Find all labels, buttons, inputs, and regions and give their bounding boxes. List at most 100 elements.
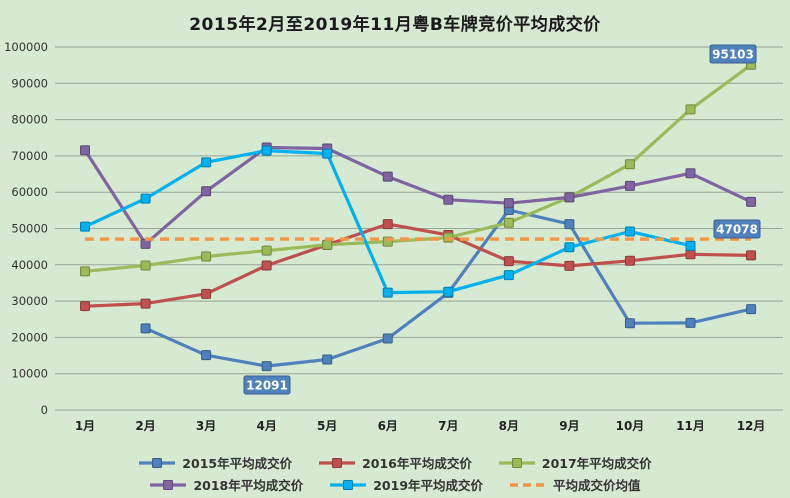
data-point-2018年平均成交价-1月	[80, 145, 90, 156]
data-point-2016年平均成交价-12月	[746, 250, 757, 261]
data-label-box-95103	[709, 44, 757, 64]
legend-label: 平均成交价均值	[553, 478, 641, 493]
data-point-2015年平均成交价-12月	[746, 304, 757, 315]
x-axis-month-label: 9月	[559, 419, 579, 433]
x-axis-month-label: 4月	[256, 419, 276, 433]
data-point-2016年平均成交价-6月	[382, 219, 393, 230]
chart-title: 2015年2月至2019年11月粤B车牌竞价平均成交价	[189, 15, 601, 35]
legend-item-2015年平均成交价: 2015年平均成交价	[138, 453, 292, 472]
data-point-2017年平均成交价-8月	[503, 217, 514, 228]
legend-item-平均成交价均值: 平均成交价均值	[509, 475, 641, 494]
data-point-2015年平均成交价-3月	[201, 350, 212, 361]
legend-label: 2018年平均成交价	[193, 478, 304, 493]
y-axis-tick-label: 40000	[11, 258, 48, 272]
data-point-2018年平均成交价-8月	[503, 198, 514, 209]
data-label-box-47078	[713, 219, 761, 239]
legend-marker-icon	[510, 482, 547, 487]
data-point-2015年平均成交价-9月	[564, 219, 575, 230]
series-line-2016年平均成交价	[83, 222, 753, 308]
series-line-2018年平均成交价	[83, 145, 753, 246]
x-axis-month-label: 7月	[438, 419, 458, 433]
data-point-2019年平均成交价-3月	[201, 157, 212, 168]
legend-label: 2016年平均成交价	[362, 456, 472, 471]
legend-row-2: 2018年平均成交价 2019年平均成交价 平均成交价均值	[149, 475, 641, 494]
data-point-2018年平均成交价-9月	[564, 192, 575, 203]
data-point-2016年平均成交价-1月	[80, 301, 90, 312]
y-axis-tick-label: 0	[41, 403, 48, 417]
data-point-2017年平均成交价-11月	[685, 104, 696, 115]
data-point-2018年平均成交价-6月	[382, 171, 393, 182]
data-point-2015年平均成交价-5月	[322, 354, 333, 365]
data-point-2017年平均成交价-4月	[261, 245, 272, 256]
data-point-2019年平均成交价-9月	[564, 242, 575, 253]
data-point-2017年平均成交价-5月	[322, 239, 333, 250]
y-axis-tick-label: 50000	[11, 222, 48, 236]
data-point-2016年平均成交价-11月	[685, 249, 696, 260]
data-point-2019年平均成交价-10月	[624, 226, 635, 237]
legend-label: 2015年平均成交价	[182, 456, 293, 471]
legend-item-2016年平均成交价: 2016年平均成交价	[318, 453, 472, 472]
data-point-2019年平均成交价-8月	[503, 270, 514, 281]
data-point-2018年平均成交价-7月	[443, 194, 454, 205]
legend-item-2019年平均成交价: 2019年平均成交价	[329, 475, 483, 494]
data-label-box-12091	[243, 375, 291, 395]
y-axis-tick-label: 80000	[11, 113, 48, 127]
legend-label: 2017年平均成交价	[541, 456, 652, 471]
legend-square	[332, 457, 343, 468]
data-point-2015年平均成交价-6月	[382, 333, 393, 344]
legend-item-2018年平均成交价: 2018年平均成交价	[149, 475, 303, 494]
data-point-2018年平均成交价-12月	[746, 196, 757, 207]
y-axis-tick-label: 20000	[11, 330, 48, 344]
y-axis-tick-label: 30000	[11, 294, 48, 308]
x-axis-month-label: 10月	[616, 419, 645, 433]
data-point-2018年平均成交价-11月	[685, 168, 696, 179]
legend-marker-icon	[150, 479, 187, 490]
data-point-2019年平均成交价-7月	[443, 286, 454, 297]
x-axis-month-label: 11月	[676, 419, 705, 433]
data-label-text-12091: 12091	[246, 379, 288, 393]
data-point-2018年平均成交价-10月	[624, 180, 635, 191]
data-point-2016年平均成交价-4月	[261, 260, 272, 271]
data-point-2016年平均成交价-9月	[564, 260, 575, 271]
data-point-2019年平均成交价-6月	[382, 287, 393, 298]
data-point-2018年平均成交价-3月	[201, 186, 212, 197]
legend-marker-icon	[139, 457, 176, 468]
data-point-2019年平均成交价-5月	[322, 148, 333, 159]
data-point-2016年平均成交价-3月	[201, 288, 212, 299]
data-point-2015年平均成交价-11月	[685, 317, 696, 328]
legend-marker-icon	[319, 457, 356, 468]
legend-marker-icon	[498, 457, 535, 468]
y-axis-tick-label: 70000	[11, 149, 48, 163]
data-point-2015年平均成交价-10月	[624, 318, 635, 329]
x-axis-month-label: 8月	[499, 419, 519, 433]
data-label-text-95103: 95103	[712, 48, 754, 62]
data-point-2019年平均成交价-2月	[140, 193, 151, 204]
data-label-text-47078: 47078	[716, 223, 758, 237]
legend-square	[152, 457, 163, 468]
data-point-2019年平均成交价-1月	[80, 221, 90, 232]
x-axis-month-label: 1月	[75, 419, 95, 433]
y-axis-tick-label: 10000	[11, 367, 48, 381]
legend-square	[511, 457, 522, 468]
data-point-2017年平均成交价-10月	[624, 159, 635, 170]
x-axis-month-label: 6月	[378, 419, 398, 433]
legend-item-2017年平均成交价: 2017年平均成交价	[498, 453, 652, 472]
data-point-2017年平均成交价-2月	[140, 260, 151, 271]
data-point-2016年平均成交价-8月	[503, 256, 514, 267]
y-axis-tick-label: 90000	[11, 76, 48, 90]
x-axis-month-label: 12月	[737, 419, 766, 433]
data-point-2019年平均成交价-11月	[685, 240, 696, 251]
data-point-2017年平均成交价-1月	[80, 266, 90, 277]
chart-legend: 2015年平均成交价 2016年平均成交价 2017年平均成交价 2018年平均成交…	[0, 453, 790, 494]
data-point-2016年平均成交价-10月	[624, 255, 635, 266]
data-point-2017年平均成交价-3月	[201, 251, 212, 262]
x-axis-month-label: 3月	[196, 419, 216, 433]
y-axis-tick-label: 100000	[4, 40, 48, 54]
legend-row-1: 2015年平均成交价 2016年平均成交价 2017年平均成交价	[138, 453, 652, 472]
data-point-2019年平均成交价-4月	[261, 145, 272, 156]
data-point-2015年平均成交价-2月	[140, 323, 151, 334]
data-point-2015年平均成交价-4月	[261, 361, 272, 372]
x-axis-month-label: 5月	[317, 419, 337, 433]
legend-square	[163, 479, 174, 490]
